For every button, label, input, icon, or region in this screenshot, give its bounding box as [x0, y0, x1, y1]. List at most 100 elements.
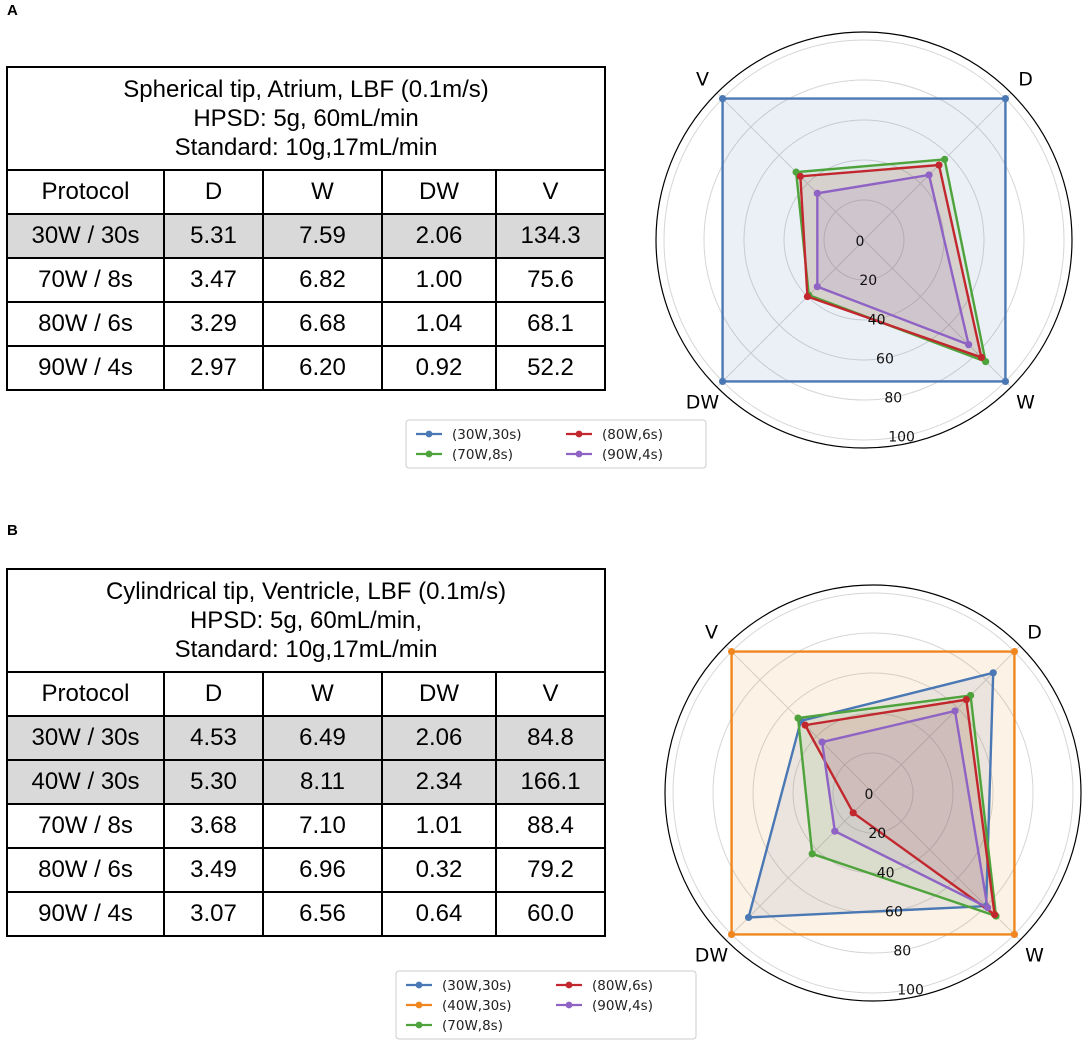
legend-label: (40W,30s)	[442, 998, 512, 1014]
column-header: V	[494, 169, 607, 215]
data-point	[813, 283, 821, 291]
grid-circle	[752, 672, 994, 914]
data-point	[935, 161, 943, 169]
table-cell: 2.06	[381, 213, 497, 259]
data-point	[962, 696, 970, 704]
table-cell: 84.8	[494, 715, 607, 761]
table-header-row: Protocol D W DW V	[6, 169, 607, 215]
table-cell: 30W / 30s	[6, 715, 165, 761]
column-header: DW	[381, 671, 497, 717]
grid-circle	[823, 199, 905, 281]
data-point	[977, 353, 985, 361]
legend-label: (90W,4s)	[602, 447, 663, 463]
radial-tick-label: 80	[893, 944, 911, 960]
table-cell: 6.68	[262, 301, 383, 347]
table-cell: 70W / 8s	[6, 257, 165, 303]
column-header: D	[163, 169, 264, 215]
table-row: 40W / 30s 5.30 8.11 2.34 166.1	[6, 759, 607, 805]
legend-label: (30W,30s)	[442, 978, 512, 994]
table-cell: 6.56	[262, 891, 383, 937]
table-cell: 6.49	[262, 715, 383, 761]
table-cell: 2.06	[381, 715, 497, 761]
table-cell: 0.64	[381, 891, 497, 937]
legend-marker	[415, 981, 423, 989]
column-header: V	[494, 671, 607, 717]
legend-marker	[425, 450, 433, 458]
table-cell: 4.53	[163, 715, 264, 761]
table-cell: 166.1	[494, 759, 607, 805]
table-cell: 6.82	[262, 257, 383, 303]
radial-tick-label: 0	[856, 234, 865, 250]
column-header: W	[262, 671, 383, 717]
data-point	[818, 738, 826, 746]
table-cell: 1.01	[381, 803, 497, 849]
table-title: Spherical tip, Atrium, LBF (0.1m/s) HPSD:…	[5, 66, 607, 171]
table-row: 70W / 8s 3.47 6.82 1.00 75.6	[6, 257, 607, 303]
table-row: 90W / 4s 3.07 6.56 0.64 60.0	[6, 891, 607, 937]
column-header: W	[262, 169, 383, 215]
legend-label: (80W,6s)	[602, 427, 663, 443]
series-area	[798, 695, 997, 917]
radial-tick-label: 40	[868, 312, 886, 328]
results-table-a: Spherical tip, Atrium, LBF (0.1m/s) HPSD:…	[5, 66, 607, 391]
grid-circle	[672, 592, 1074, 994]
data-point	[965, 341, 973, 349]
series-area	[722, 98, 1006, 382]
data-point	[813, 189, 821, 197]
legend-label: (90W,4s)	[592, 998, 653, 1014]
data-point	[727, 930, 736, 939]
table-row: 80W / 6s 3.49 6.96 0.32 79.2	[6, 847, 607, 893]
series-area	[822, 710, 988, 908]
legend-label: (70W,8s)	[442, 1018, 503, 1034]
grid-spoke	[716, 92, 865, 241]
radial-tick-label: 80	[884, 391, 902, 407]
table-cell: 2.97	[163, 345, 264, 391]
outer-frame	[655, 31, 1073, 449]
axis-label: W	[1016, 392, 1035, 414]
table-cell: 2.34	[381, 759, 497, 805]
table-cell: 1.00	[381, 257, 497, 303]
legend-label: (80W,6s)	[592, 978, 653, 994]
legend-marker	[415, 1021, 423, 1029]
legend-label: (30W,30s)	[452, 427, 522, 443]
data-point	[925, 171, 933, 179]
table-cell: 40W / 30s	[6, 759, 165, 805]
data-point	[989, 669, 997, 677]
table-cell: 75.6	[494, 257, 607, 303]
table-cell: 0.92	[381, 345, 497, 391]
table-title-line: Standard: 10g,17mL/min	[174, 636, 438, 663]
table-row: 70W / 8s 3.68 7.10 1.01 88.4	[6, 803, 607, 849]
data-point	[744, 913, 753, 922]
grid-circle	[792, 712, 954, 874]
data-point	[803, 292, 812, 301]
data-point	[849, 809, 857, 817]
table-cell: 7.59	[262, 213, 383, 259]
outer-frame	[664, 584, 1082, 1002]
table-cell: 80W / 6s	[6, 847, 165, 893]
column-header: Protocol	[6, 169, 165, 215]
legend-marker	[575, 450, 583, 458]
axis-label: D	[1018, 68, 1033, 90]
radial-tick-label: 60	[876, 351, 894, 367]
table-cell: 5.31	[163, 213, 264, 259]
table-cell: 6.20	[262, 345, 383, 391]
data-point	[796, 172, 804, 180]
legend-marker	[565, 981, 573, 989]
legend-marker	[425, 430, 433, 438]
table-cell: 88.4	[494, 803, 607, 849]
table-header-row: Protocol D W DW V	[6, 671, 607, 717]
table-cell: 3.49	[163, 847, 264, 893]
grid-spoke	[716, 239, 865, 388]
table-cell: 70W / 8s	[6, 803, 165, 849]
column-header: DW	[381, 169, 497, 215]
grid-circle	[832, 752, 914, 834]
radial-tick-label: 100	[897, 983, 924, 999]
legend-marker	[575, 430, 583, 438]
table-cell: 30W / 30s	[6, 213, 165, 259]
data-point	[794, 714, 802, 722]
column-header: D	[163, 671, 264, 717]
table-cell: 1.04	[381, 301, 497, 347]
radial-tick-label: 20	[859, 273, 877, 289]
legend-marker	[415, 1001, 423, 1009]
